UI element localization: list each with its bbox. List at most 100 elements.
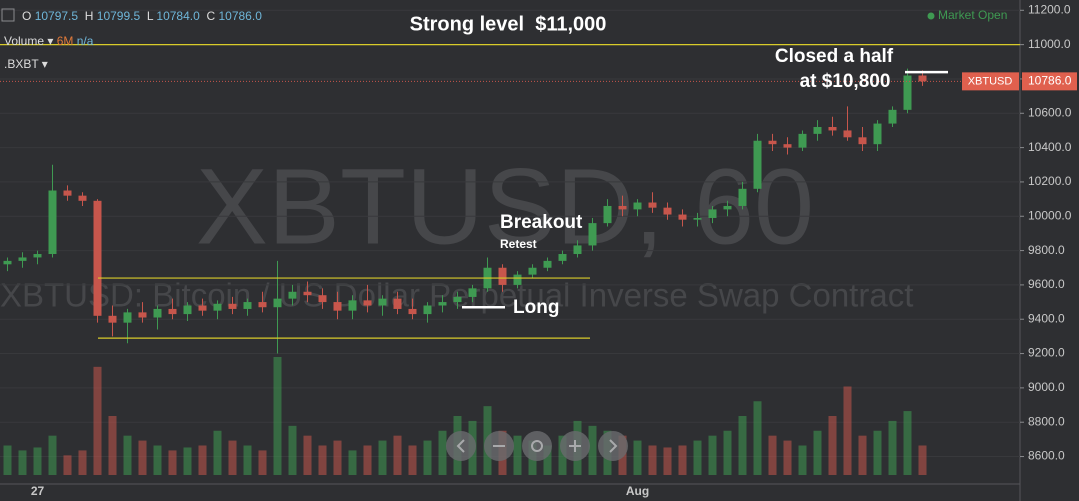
volume-bar (873, 430, 882, 475)
candle-body (768, 140, 777, 145)
candle-body (843, 130, 852, 138)
candle-body (633, 202, 642, 210)
volume-bar (918, 445, 927, 475)
volume-bar (168, 450, 177, 475)
ohlc-key: C (206, 9, 216, 23)
index-legend[interactable]: .BXBT ▾ (4, 57, 48, 71)
candle-body (153, 308, 162, 318)
candle-body (273, 298, 282, 308)
volume-bar (843, 386, 852, 475)
volume-bar (153, 445, 162, 475)
volume-bar (123, 435, 132, 475)
candle-body (63, 190, 72, 196)
candle-body (693, 217, 702, 220)
y-tick-label: 10400.0 (1028, 140, 1072, 154)
candle-body (33, 254, 42, 258)
ohlc-legend: O 10797.5 H 10799.5 L 10784.0 C 10786.0 (22, 9, 269, 23)
volume-bar (813, 430, 822, 475)
candle-body (663, 207, 672, 215)
candle-body (813, 127, 822, 134)
volume-bar (423, 440, 432, 475)
volume-bar (798, 445, 807, 475)
volume-bar (33, 447, 42, 475)
candle-body (288, 291, 297, 299)
candle-body (573, 245, 582, 255)
volume-bar (48, 435, 57, 475)
volume-bar (783, 440, 792, 475)
volume-bar (768, 435, 777, 475)
volume-bar (348, 450, 357, 475)
y-tick-label: 9200.0 (1028, 346, 1065, 360)
candle-body (498, 267, 507, 285)
candle-body (528, 267, 537, 275)
scroll-right-button[interactable] (598, 431, 628, 461)
volume-bar (408, 445, 417, 475)
candle-body (318, 295, 327, 303)
candle-body (783, 144, 792, 148)
last-price-label: 10786.0 (1028, 74, 1072, 88)
annotation: Strong level $11,000 (410, 13, 607, 35)
y-tick-label: 8800.0 (1028, 414, 1065, 428)
candle-body (303, 291, 312, 296)
candle-body (123, 312, 132, 323)
market-status: Market Open (938, 8, 1007, 22)
candle-body (198, 305, 207, 311)
candle-body (798, 133, 807, 148)
candle-body (348, 300, 357, 311)
candle-body (513, 274, 522, 285)
candle-body (183, 305, 192, 315)
ohlc-value: 10784.0 (156, 9, 200, 23)
candle-body (858, 137, 867, 145)
watermark: XBTUSD, 60 (196, 146, 814, 267)
candle-body (828, 127, 837, 131)
y-tick-label: 9600.0 (1028, 277, 1065, 291)
index-symbol: .BXBT (4, 57, 39, 71)
candle-body (723, 205, 732, 210)
candle-body (678, 214, 687, 220)
volume-period: 6M (56, 34, 74, 48)
volume-bar (318, 445, 327, 475)
candle-body (468, 288, 477, 297)
volume-bar (228, 440, 237, 475)
volume-bar (633, 440, 642, 475)
volume-bar (438, 430, 447, 475)
candle-body (168, 308, 177, 315)
volume-bar (663, 447, 672, 475)
volume-bar (588, 425, 597, 475)
candle-body (738, 188, 747, 206)
candle-body (903, 75, 912, 110)
candle-body (708, 209, 717, 218)
candle-body (258, 302, 267, 308)
candle-body (3, 260, 12, 265)
annotation: Long (513, 297, 559, 318)
candle-body (93, 200, 102, 316)
x-tick-label: 27 (31, 484, 45, 498)
volume-bar (708, 435, 717, 475)
y-tick-label: 9400.0 (1028, 311, 1065, 325)
collapse-icon[interactable] (1, 8, 15, 22)
candle-body (618, 205, 627, 210)
candle-body (138, 312, 147, 318)
volume-bar (543, 445, 552, 475)
volume-bar (78, 450, 87, 475)
candle-body (408, 308, 417, 315)
volume-bar (828, 416, 837, 475)
last-price-tag: XBTUSD (968, 75, 1013, 87)
volume-bar (213, 430, 222, 475)
y-tick-label: 9800.0 (1028, 243, 1065, 257)
scroll-left-button[interactable] (446, 431, 476, 461)
annotation: Closed a half (775, 46, 894, 67)
volume-bar (693, 440, 702, 475)
candle-body (213, 303, 222, 311)
candle-body (423, 305, 432, 315)
reset-button[interactable] (522, 431, 552, 461)
volume-bar (3, 445, 12, 475)
candle-body (873, 123, 882, 145)
volume-bar (93, 366, 102, 475)
volume-bar (273, 357, 282, 475)
volume-bar (18, 450, 27, 475)
candle-body (243, 302, 252, 309)
status-dot (927, 12, 935, 20)
